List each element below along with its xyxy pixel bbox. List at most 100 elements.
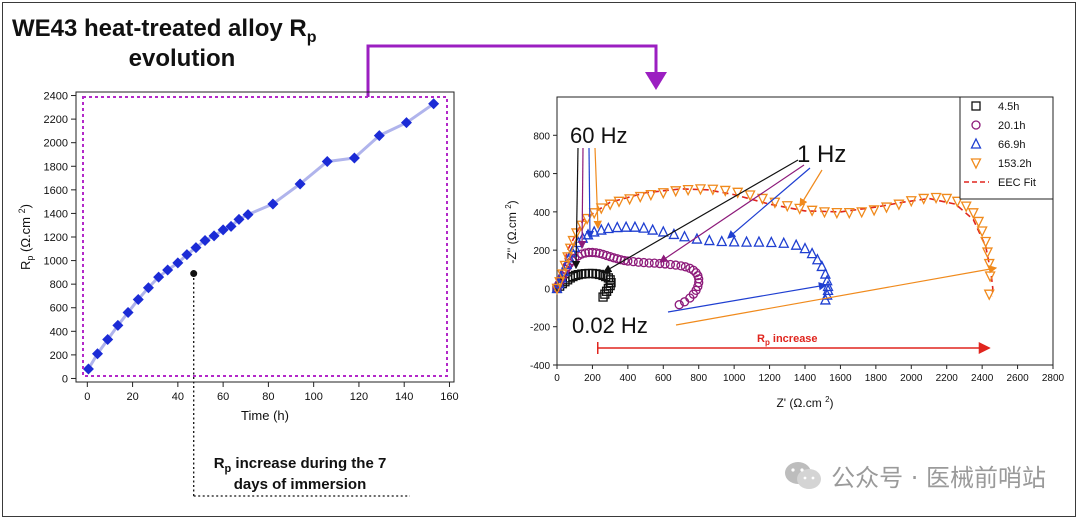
arrow-1hz-66-9h [727,167,811,239]
nyquist-point-153-2h [973,216,985,228]
left-y-tick-label: 200 [50,350,68,362]
nyquist-point-153-2h [595,203,607,215]
figure-title: WE43 heat-treated alloy Rp [12,15,317,46]
arrow-60hz-20-1h [577,147,587,250]
nyquist-point-20-1h [587,247,598,258]
rp-data-point [208,230,220,242]
nyquist-point-153-2h [744,190,756,202]
nyquist-point-153-2h [781,201,793,213]
annotation-1hz: 1 Hz [797,141,846,168]
nyquist-point-153-2h [856,207,868,219]
legend-marker-4-5h [971,101,981,111]
right-x-tick-label: 800 [690,373,707,384]
nyquist-point-153-2h [976,226,988,238]
left-x-tick-label: 60 [217,391,229,403]
rp-data-point [181,249,193,261]
left-y-axis-label: Rp (Ω.cm 2) [17,204,35,270]
rp-data-point [428,98,440,110]
nyquist-point-153-2h [613,196,625,208]
connector-line [366,44,658,97]
left-y-tick-label: 600 [50,303,68,315]
nyquist-point-20-1h [619,255,629,266]
right-y-tick-label: 800 [533,131,550,142]
right-x-tick-label: 1400 [794,373,817,384]
nyquist-point-153-2h [868,205,880,217]
left-x-tick-label: 0 [84,391,90,403]
nyquist-point-4-5h [600,289,610,299]
nyquist-point-66-9h [728,235,740,247]
nyquist-point-20-1h [633,257,644,267]
nyquist-point-20-1h [671,260,681,270]
nyquist-point-20-1h [665,259,676,270]
nyquist-point-66-9h [595,223,607,235]
left-x-tick-label: 140 [395,391,413,403]
rp-data-point [267,198,279,210]
nyquist-point-20-1h [628,256,638,267]
left-y-tick-label: 800 [50,279,68,291]
rp-data-point [102,334,114,346]
rp-data-point [190,242,202,254]
nyquist-point-153-2h [551,283,563,295]
nyquist-point-153-2h [645,189,657,202]
legend-label: 4.5h [998,101,1019,113]
rp-data-point [373,130,385,142]
nyquist-point-66-9h [819,293,831,305]
nyquist-point-20-1h [591,248,601,258]
nyquist-point-66-9h [740,235,753,247]
right-y-tick-label: 600 [533,170,550,181]
arrow-60hz-4-5h [571,147,581,270]
nyquist-point-153-2h [893,199,905,211]
nyquist-point-153-2h [941,193,953,205]
left-plot-frame [75,91,455,383]
right-y-tick-label: 200 [533,246,550,257]
arrow-002hz-66-9h [667,282,828,313]
rp-data-point [400,117,412,129]
arrow-1hz-4-5h [602,159,799,273]
nyquist-point-153-2h [880,202,893,214]
nyquist-chart: 0 200 400 600 800 1000 1200 1400 1600 1800 2000 220… [504,96,1065,410]
right-y-tick-label: 0 [544,284,550,295]
nyquist-point-153-2h [930,192,942,204]
right-y-tick-label: 400 [533,208,550,219]
nyquist-point-153-2h [983,289,995,301]
right-x-tick-label: 1200 [758,373,781,384]
nyquist-point-66-9h [790,238,802,250]
right-x-tick-label: 2400 [971,373,994,384]
left-y-tick-label: 1800 [44,161,68,173]
nyquist-point-20-1h [674,300,684,310]
nyquist-point-20-1h [584,247,594,258]
legend-label: 66.9h [998,139,1026,151]
right-x-tick-label: 2600 [1006,373,1029,384]
arrow-60hz-153-2h [593,147,602,230]
left-x-tick-label: 120 [350,391,368,403]
legend: 4.5h 20.1h 66.9h 153.2h EEC Fit [959,96,1054,200]
watermark: 公众号 · 医械前哨站 [783,458,1046,493]
left-x-tick-label: 40 [172,391,184,403]
nyquist-point-153-2h [818,207,831,219]
watermark-text: 公众号 · 医械前哨站 [831,464,1046,492]
rp-data-point [242,209,254,221]
rp-data-point [142,282,154,294]
connector-arrowhead [645,72,667,90]
left-y-tick-label: 400 [50,326,68,338]
nyquist-point-153-2h [806,205,818,217]
right-x-tick-label: 1800 [865,373,888,384]
nyquist-point-153-2h [624,194,636,206]
nyquist-point-153-2h [562,252,574,264]
rp-increase-label: Rp increase [757,333,818,347]
nyquist-point-66-9h [561,258,573,270]
legend-marker-66-9h [970,137,982,149]
nyquist-point-66-9h [753,235,765,247]
nyquist-point-66-9h [602,222,614,234]
nyquist-point-153-2h [831,207,843,220]
nyquist-point-153-2h [983,258,995,270]
rp-evolution-chart: 0 20 40 60 80 100 120 140 1600200400600800100012… [17,91,459,497]
nyquist-point-153-2h [682,185,694,197]
nyquist-point-153-2h [707,184,719,196]
rp-increase-note-line1: Rp increase during the 7 [214,455,387,475]
left-x-tick-label: 20 [126,391,138,403]
nyquist-point-153-2h [843,207,855,220]
nyquist-point-153-2h [670,186,682,198]
left-y-tick-label: 2200 [44,114,68,126]
legend-marker-20-1h [971,120,981,130]
